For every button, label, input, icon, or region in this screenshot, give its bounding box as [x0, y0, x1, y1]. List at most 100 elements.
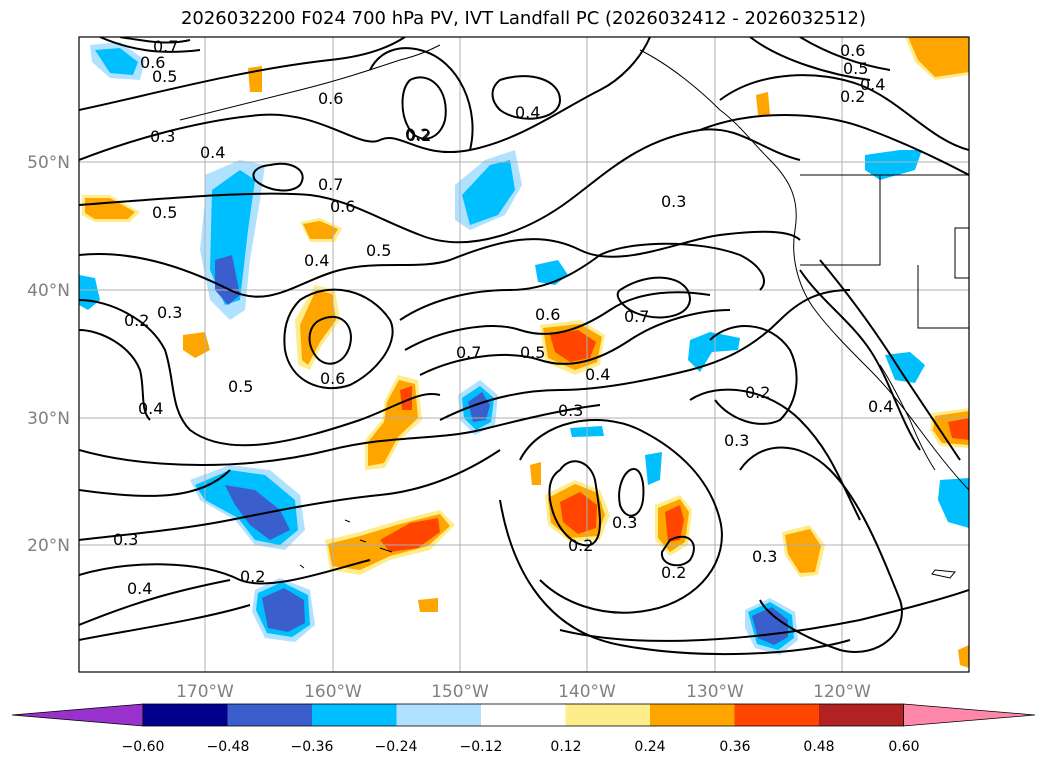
- colorbar: [11, 703, 1036, 727]
- contour-label: 0.5: [152, 203, 177, 222]
- colorbar-tick-label: −0.24: [375, 739, 418, 755]
- lat-tick-label: 40°N: [27, 281, 70, 301]
- contour-label: 0.5: [366, 241, 391, 260]
- contour-label: 0.4: [515, 103, 540, 122]
- colorbar-frame: [142, 703, 904, 727]
- colorbar-extend-low: [11, 703, 144, 727]
- pos-patch: [665, 505, 684, 542]
- colorbar-ticks: −0.60 −0.48 −0.36 −0.24 −0.12 0.12 0.24 …: [122, 739, 920, 755]
- pos-patch: [560, 492, 597, 534]
- pos-patch: [418, 598, 438, 612]
- contour-label: 0.3: [612, 513, 637, 532]
- contour-label: 0.3: [661, 192, 686, 211]
- neg-patch: [688, 332, 740, 372]
- contour-label: 0.4: [860, 75, 885, 94]
- lat-tick-label: 30°N: [27, 409, 70, 429]
- contour-labels: 0.7 0.6 0.5 0.3 0.6 0.4 0.5 0.7 0.6 0.4 …: [113, 37, 893, 598]
- colorbar-segment: [565, 704, 650, 726]
- contour-label: 0.2: [745, 383, 770, 402]
- lon-tick-label: 140°W: [558, 682, 616, 702]
- lon-tick-label: 170°W: [176, 682, 234, 702]
- pos-patch: [785, 529, 821, 573]
- pos-patch: [183, 332, 210, 358]
- pos-patch: [303, 221, 338, 239]
- pos-patch: [756, 92, 770, 115]
- lat-axis: 50°N 40°N 30°N 20°N: [27, 153, 70, 556]
- neg-patch: [938, 478, 969, 528]
- pos-patch: [300, 290, 336, 365]
- pos-patch: [908, 37, 969, 77]
- colorbar-segment: [481, 704, 566, 726]
- neg-patch: [462, 160, 515, 225]
- colorbar-tick-label: −0.60: [122, 739, 165, 755]
- contour-label: 0.4: [304, 251, 329, 270]
- colorbar-segment: [734, 704, 819, 726]
- colorbar-segment: [312, 704, 397, 726]
- neg-patch: [468, 392, 490, 422]
- lon-tick-label: 130°W: [686, 682, 744, 702]
- contour-label: 0.2: [124, 311, 149, 330]
- colorbar-tick-label: 0.12: [550, 739, 581, 755]
- map-frame: [78, 36, 970, 673]
- colorbar-tick-label: 0.24: [634, 739, 665, 755]
- contour-label: 0.5: [152, 67, 177, 86]
- pv-contours: [79, 37, 969, 656]
- neg-patch: [225, 485, 290, 540]
- lon-axis: 170°W 160°W 150°W 140°W 130°W 120°W: [176, 682, 871, 702]
- contour-label: 0.3: [752, 547, 777, 566]
- colorbar-segment: [650, 704, 735, 726]
- neg-patch: [885, 352, 925, 383]
- colorbar-tick-label: 0.60: [888, 739, 919, 755]
- colorbar-tick-label: 0.36: [719, 739, 750, 755]
- contour-label: 0.7: [153, 37, 178, 56]
- pos-patch: [958, 645, 969, 668]
- neg-patch: [535, 260, 568, 285]
- colorbar-segment: [227, 704, 312, 726]
- contour-label: 0.6: [320, 369, 345, 388]
- pos-patch: [380, 518, 440, 552]
- map-title: 2026032200 F024 700 hPa PV, IVT Landfall…: [180, 8, 867, 29]
- colorbar-segment: [143, 704, 228, 726]
- neg-patch: [865, 150, 922, 180]
- contour-label: 0.2: [405, 125, 430, 144]
- colorbar-extend-high: [903, 703, 1036, 727]
- colorbar-tick-label: 0.48: [803, 739, 834, 755]
- contour-label: 0.6: [840, 41, 865, 60]
- neg-patch: [262, 588, 305, 632]
- contour-label: 0.5: [228, 377, 253, 396]
- contour-label: 0.4: [585, 365, 610, 384]
- coastlines: [179, 44, 969, 579]
- contour-label: 0.3: [558, 401, 583, 420]
- contour-label: 0.3: [157, 303, 182, 322]
- contour-label: 0.4: [868, 397, 893, 416]
- pc-shading: [79, 37, 969, 668]
- pos-patch: [550, 330, 596, 362]
- contour-label: 0.4: [138, 399, 163, 418]
- pos-patch: [530, 462, 541, 485]
- contour-label: 0.5: [520, 343, 545, 362]
- pos-patch: [400, 386, 412, 410]
- contour-label: 0.7: [318, 175, 343, 194]
- lon-tick-label: 120°W: [813, 682, 871, 702]
- contour-label: 0.2: [406, 126, 431, 145]
- contour-label: 0.3: [724, 431, 749, 450]
- colorbar-tick-label: −0.36: [291, 739, 334, 755]
- neg-patch: [95, 48, 138, 75]
- contour-label: 0.3: [113, 530, 138, 549]
- colorbar-segment: [396, 704, 481, 726]
- lon-tick-label: 160°W: [304, 682, 362, 702]
- lat-tick-label: 50°N: [27, 153, 70, 173]
- lat-tick-label: 20°N: [27, 536, 70, 556]
- contour-label: 0.4: [200, 143, 225, 162]
- contour-label: 0.7: [624, 307, 649, 326]
- contour-label: 0.6: [330, 197, 355, 216]
- neg-patch: [79, 275, 100, 310]
- contour-label: 0.2: [240, 567, 265, 586]
- neg-patch: [645, 452, 662, 485]
- pos-patch: [948, 418, 969, 440]
- contour-label: 0.2: [661, 563, 686, 582]
- colorbar-tick-label: −0.48: [207, 739, 250, 755]
- lon-tick-label: 150°W: [431, 682, 489, 702]
- contour-label: 0.7: [456, 343, 481, 362]
